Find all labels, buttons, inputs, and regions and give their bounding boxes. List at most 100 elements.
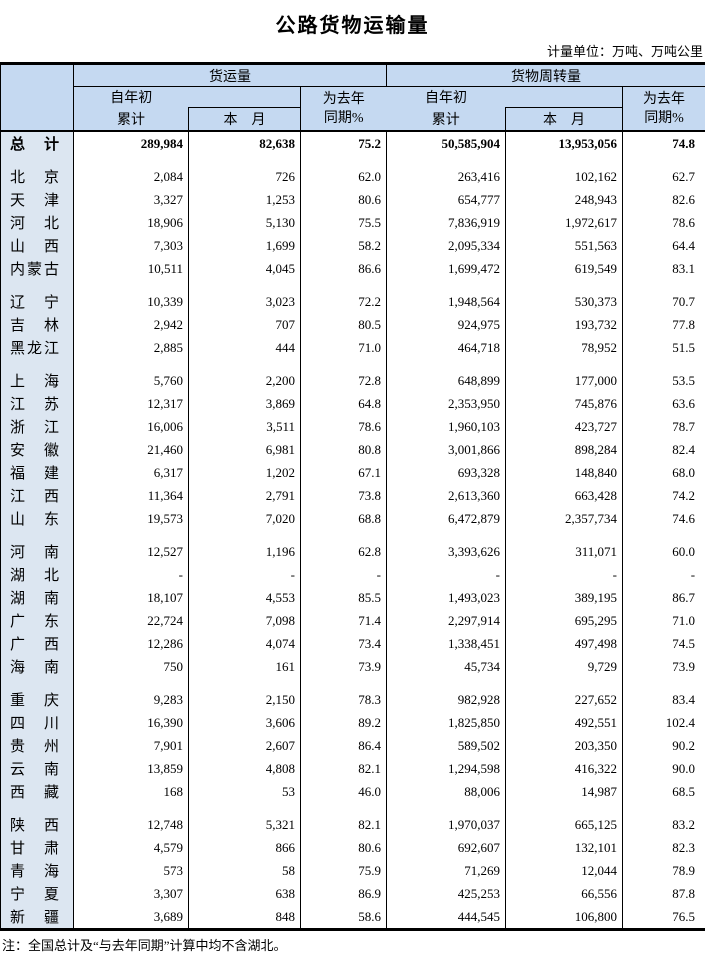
province-cell: 重 庆 bbox=[1, 688, 74, 711]
value-cell: 14,987 bbox=[506, 780, 623, 803]
value-cell: 71.0 bbox=[301, 336, 387, 359]
value-cell: - bbox=[623, 563, 705, 586]
value-cell bbox=[301, 280, 387, 290]
value-cell: 1,294,598 bbox=[387, 757, 506, 780]
value-cell: 86.4 bbox=[301, 734, 387, 757]
value-cell: 161 bbox=[189, 655, 301, 678]
province-cell: 天 津 bbox=[1, 188, 74, 211]
value-cell bbox=[506, 530, 623, 540]
value-cell: 3,393,626 bbox=[387, 540, 506, 563]
province-cell: 江 西 bbox=[1, 484, 74, 507]
value-cell: 74.8 bbox=[623, 131, 705, 155]
value-cell: 1,493,023 bbox=[387, 586, 506, 609]
value-cell: 72.8 bbox=[301, 369, 387, 392]
value-cell: 7,303 bbox=[74, 234, 189, 257]
value-cell: 10,339 bbox=[74, 290, 189, 313]
value-cell: 1,960,103 bbox=[387, 415, 506, 438]
value-cell bbox=[623, 359, 705, 369]
value-cell: 444 bbox=[189, 336, 301, 359]
value-cell: 573 bbox=[74, 859, 189, 882]
value-cell: 102.4 bbox=[623, 711, 705, 734]
value-cell: 78.6 bbox=[301, 415, 387, 438]
value-cell: 3,001,866 bbox=[387, 438, 506, 461]
province-cell: 西 藏 bbox=[1, 780, 74, 803]
value-cell: 1,699,472 bbox=[387, 257, 506, 280]
value-cell: 12,317 bbox=[74, 392, 189, 415]
value-cell: 693,328 bbox=[387, 461, 506, 484]
value-cell: 898,284 bbox=[506, 438, 623, 461]
value-cell: 2,297,914 bbox=[387, 609, 506, 632]
value-cell: 18,107 bbox=[74, 586, 189, 609]
value-cell bbox=[387, 280, 506, 290]
header-yoy-volume: 为去年 同期% bbox=[301, 87, 387, 132]
freight-table: 货运量 货物周转量 自年初 为去年 同期% 自年初 为去年 同期% 累计 本 bbox=[0, 62, 705, 931]
value-cell: 745,876 bbox=[506, 392, 623, 415]
value-cell: 80.6 bbox=[301, 836, 387, 859]
province-cell: 浙 江 bbox=[1, 415, 74, 438]
value-cell: 90.2 bbox=[623, 734, 705, 757]
value-cell: 68.0 bbox=[623, 461, 705, 484]
value-cell: 21,460 bbox=[74, 438, 189, 461]
value-cell: 58 bbox=[189, 859, 301, 882]
value-cell: 464,718 bbox=[387, 336, 506, 359]
value-cell: 86.6 bbox=[301, 257, 387, 280]
value-cell: 78.7 bbox=[623, 415, 705, 438]
value-cell: 78,952 bbox=[506, 336, 623, 359]
value-cell: - bbox=[301, 563, 387, 586]
value-cell: 619,549 bbox=[506, 257, 623, 280]
province-cell-empty bbox=[1, 803, 74, 813]
value-cell: 53.5 bbox=[623, 369, 705, 392]
value-cell: 80.6 bbox=[301, 188, 387, 211]
province-cell: 北 京 bbox=[1, 165, 74, 188]
province-cell: 河 南 bbox=[1, 540, 74, 563]
value-cell: 1,970,037 bbox=[387, 813, 506, 836]
value-cell: 2,942 bbox=[74, 313, 189, 336]
value-cell: 10,511 bbox=[74, 257, 189, 280]
value-cell bbox=[506, 280, 623, 290]
value-cell: 648,899 bbox=[387, 369, 506, 392]
value-cell: 492,551 bbox=[506, 711, 623, 734]
province-cell: 宁 夏 bbox=[1, 882, 74, 905]
province-cell: 四 川 bbox=[1, 711, 74, 734]
value-cell: 88,006 bbox=[387, 780, 506, 803]
header-cumulative-turnover-line2: 累计 bbox=[387, 108, 506, 132]
value-cell: 80.5 bbox=[301, 313, 387, 336]
value-cell: 87.8 bbox=[623, 882, 705, 905]
value-cell bbox=[623, 678, 705, 688]
value-cell: 78.3 bbox=[301, 688, 387, 711]
yoy-line1: 为去年 bbox=[301, 90, 387, 109]
value-cell: 3,327 bbox=[74, 188, 189, 211]
value-cell: 80.8 bbox=[301, 438, 387, 461]
value-cell: 1,825,850 bbox=[387, 711, 506, 734]
value-cell bbox=[189, 530, 301, 540]
header-month-turnover: 本 月 bbox=[506, 108, 623, 132]
value-cell: 1,338,451 bbox=[387, 632, 506, 655]
value-cell: 106,800 bbox=[506, 905, 623, 930]
value-cell: 73.9 bbox=[623, 655, 705, 678]
page-title: 公路货物运输量 bbox=[0, 9, 705, 38]
province-cell-empty bbox=[1, 678, 74, 688]
value-cell bbox=[506, 678, 623, 688]
value-cell: 72.2 bbox=[301, 290, 387, 313]
value-cell bbox=[301, 155, 387, 165]
value-cell: 73.9 bbox=[301, 655, 387, 678]
value-cell bbox=[189, 359, 301, 369]
value-cell: 9,729 bbox=[506, 655, 623, 678]
value-cell: 638 bbox=[189, 882, 301, 905]
value-cell: 7,098 bbox=[189, 609, 301, 632]
value-cell: 3,023 bbox=[189, 290, 301, 313]
value-cell: 22,724 bbox=[74, 609, 189, 632]
value-cell: 16,006 bbox=[74, 415, 189, 438]
value-cell bbox=[387, 678, 506, 688]
header-month-volume: 本 月 bbox=[189, 108, 301, 132]
